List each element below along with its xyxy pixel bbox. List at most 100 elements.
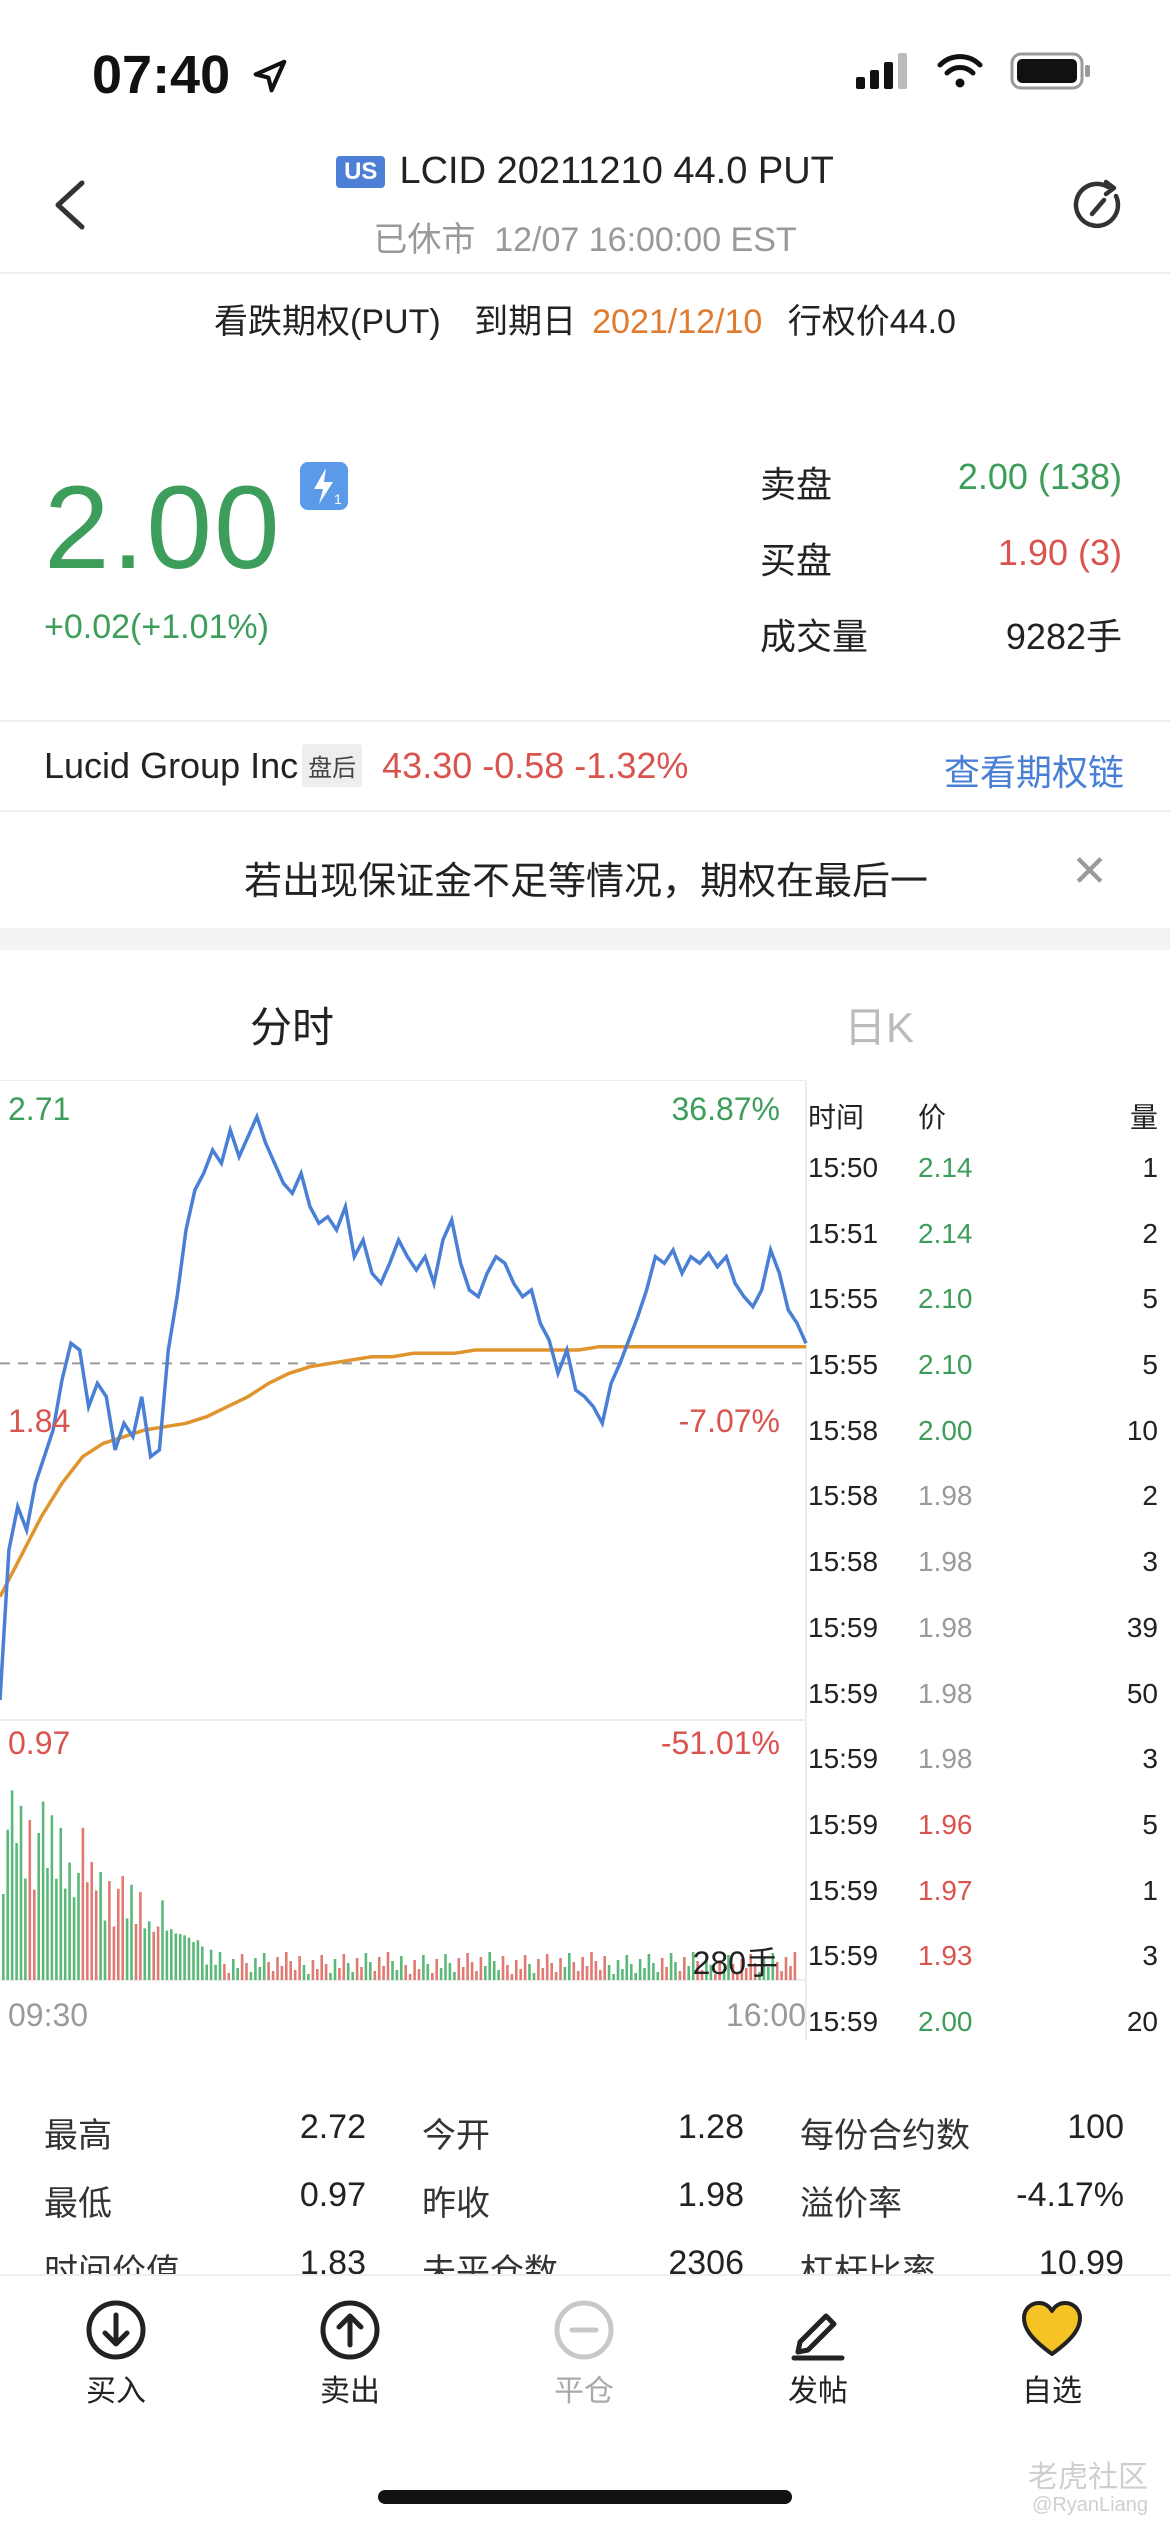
option-chain-link[interactable]: 查看期权链 [943,752,1124,793]
volume-bar [691,1952,695,1980]
trade-price: 2.14 [918,1152,973,1183]
volume-bar [767,1967,770,1980]
buy-button[interactable]: 买入 [46,2298,186,2410]
volume-bar [457,1958,461,1980]
volume-bar [439,1968,443,1980]
volume-bar [19,1805,23,1980]
volume-bar [10,1790,14,1980]
divider [0,272,1170,274]
underlying-name[interactable]: Lucid Group Inc [44,744,299,786]
volume-bar [404,1965,407,1980]
volume-bar [271,1971,275,1980]
volume-bar [258,1967,262,1980]
volume-bar [621,1969,624,1980]
volume-label: 280手 [693,1945,778,1981]
volume-bar [537,1959,540,1980]
stat-label: 昨收 [422,2185,490,2223]
trade-price: 1.93 [918,1940,973,1972]
volume-bar [789,1966,792,1980]
section-separator [0,928,1170,950]
volume-bar [612,1974,615,1980]
volume-bar [183,1935,186,1980]
tab-intraday[interactable]: 分时 [250,1004,335,1051]
trade-ticker-table[interactable]: 时间 价 量 15:50 2.14 1 15:51 2.14 2 15:55 2.10 5 15:… [808,1096,1158,2072]
volume-bar [607,1965,611,1980]
trade-row: 15:51 2.14 2 [808,1218,1158,1284]
trade-price: 2.00 [918,1414,973,1446]
battery-icon [1010,52,1090,90]
trade-volume: 5 [1142,1283,1158,1315]
trade-volume: 5 [1142,1349,1158,1381]
volume-bar [643,1968,646,1980]
close-icon[interactable]: ✕ [1071,847,1108,896]
trade-row: 15:58 1.98 3 [808,1546,1158,1612]
status-icons [856,52,1092,90]
volume-bar [382,1966,385,1980]
volume-bar [665,1967,668,1980]
y-bottom-right-label: -51.01% [661,1725,780,1761]
volume-bar [316,1969,319,1980]
volume-bar [50,1815,54,1980]
volume-bar [178,1934,182,1980]
back-button[interactable] [40,170,100,240]
volume-bar [630,1964,633,1980]
trade-price: 2.00 [918,2005,973,2037]
col-volume-header: 量 [1129,1102,1158,1133]
volume-bar [37,1833,40,1980]
col-price-header: 价 [918,1102,947,1133]
stat-label: 最低 [44,2185,112,2223]
volume-bar [28,1820,32,1980]
y-mid-left-label: 1.84 [8,1403,70,1439]
volume-bar [727,1955,730,1980]
close-position-button[interactable]: 平仓 [514,2298,654,2410]
volume-bar [311,1960,315,1980]
volume-bar [90,1862,93,1980]
volume-bar [554,1972,558,1980]
y-top-right-label: 36.87% [671,1091,780,1127]
stat-label: 最高 [44,2117,112,2155]
trade-price: 1.98 [918,1743,973,1775]
trade-volume: 1 [1142,1874,1158,1906]
trade-price: 2.14 [918,1217,973,1249]
trade-price: 1.97 [918,1874,973,1906]
volume-bar [568,1953,571,1980]
trade-time: 15:58 [808,1480,879,1512]
volume-bar [245,1963,248,1980]
underlying-row[interactable]: Lucid Group Inc 盘后 43.30 -0.58 -1.32% [44,744,1124,787]
trade-volume: 10 [1126,1414,1158,1446]
strike-price: 行权价44.0 [787,303,956,341]
volume-bar [236,1968,239,1980]
volume-bar [134,1924,138,1980]
trade-volume: 3 [1142,1546,1158,1578]
watermark-brand: 老虎社区 [1028,2461,1148,2494]
volume-bar [201,1946,204,1980]
lightning-icon[interactable]: 1 [300,462,348,510]
post-button[interactable]: 发帖 [748,2298,888,2410]
volume-bar [784,1957,788,1980]
volume-bar [545,1954,549,1980]
post-label: 发帖 [788,2375,848,2408]
volume-bar [461,1967,465,1980]
stat-label: 今开 [422,2117,490,2155]
watchlist-button[interactable]: 自选 [982,2298,1122,2410]
trade-price: 1.98 [918,1677,973,1709]
trade-row: 15:59 1.98 39 [808,1612,1158,1678]
volume-bar [333,1959,337,1980]
volume-bar [59,1827,63,1980]
stat-value: -4.17% [1016,2176,1124,2214]
trade-row: 15:59 1.98 3 [808,1743,1158,1809]
stat-label: 每份合约数 [800,2117,970,2155]
volume-bar [576,1971,580,1980]
bid-label: 买盘 [760,540,833,581]
pen-icon [791,2313,845,2361]
stat-value: 2.72 [299,2108,366,2146]
refresh-button[interactable] [1070,178,1126,239]
volume-bar [289,1961,292,1980]
intraday-chart[interactable]: 2.71 36.87% 1.84 -7.07% 0.97 -51.01% 280… [0,1080,808,2040]
notice-text[interactable]: 若出现保证金不足等情况，期权在最后一 [244,861,929,903]
volume-bar [652,1963,655,1980]
chevron-left-icon [55,180,85,230]
volume-bar [656,1972,660,1980]
sell-button[interactable]: 卖出 [280,2298,420,2410]
tab-daily-k[interactable]: 日K [844,1004,915,1051]
